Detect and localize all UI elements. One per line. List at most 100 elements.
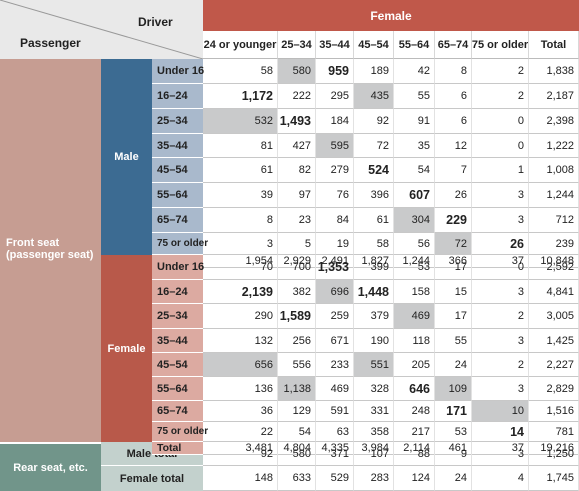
cell-female-6-25-34: 129 <box>278 401 316 422</box>
cell-female-7-35-44: 63 <box>316 422 354 442</box>
cell-female-3-total: 1,425 <box>529 329 579 353</box>
cell-male-3-75-or-older: 0 <box>472 134 529 158</box>
cell-female-6-55-64: 248 <box>394 401 435 422</box>
cell-male-7-total: 239 <box>529 233 579 255</box>
cell-female-7-24-or-younger: 22 <box>203 422 278 442</box>
cell-female-4-25-34: 556 <box>278 353 316 377</box>
cell-female-5-65-74: 109 <box>435 377 472 401</box>
cell-male-6-45-54: 61 <box>354 208 394 233</box>
cell-rear-0-35-44: 371 <box>316 442 354 466</box>
cell-female-7-45-54: 358 <box>354 422 394 442</box>
cell-female-2-24-or-younger: 290 <box>203 304 278 329</box>
cell-rear-0-24-or-younger: 92 <box>203 442 278 466</box>
cell-male-6-35-44: 84 <box>316 208 354 233</box>
cell-female-7-55-64: 217 <box>394 422 435 442</box>
cell-female-4-55-64: 205 <box>394 353 435 377</box>
cell-rear-0-75-or-older: 3 <box>472 442 529 466</box>
cell-male-2-75-or-older: 0 <box>472 109 529 134</box>
cell-female-5-55-64: 646 <box>394 377 435 401</box>
age-label-female-3: 35–44 <box>152 329 203 353</box>
cell-rear-0-45-54: 107 <box>354 442 394 466</box>
cell-female-6-total: 1,516 <box>529 401 579 422</box>
age-label-male-1: 16–24 <box>152 84 203 109</box>
cell-female-4-24-or-younger: 656 <box>203 353 278 377</box>
cell-male-1-65-74: 6 <box>435 84 472 109</box>
age-label-female-6: 65–74 <box>152 401 203 422</box>
cell-male-3-24-or-younger: 81 <box>203 134 278 158</box>
cell-female-1-25-34: 382 <box>278 280 316 304</box>
cell-male-1-35-44: 295 <box>316 84 354 109</box>
cell-male-6-55-64: 304 <box>394 208 435 233</box>
cell-female-5-35-44: 469 <box>316 377 354 401</box>
cell-male-0-total: 1,838 <box>529 59 579 84</box>
cell-female-7-25-34: 54 <box>278 422 316 442</box>
cell-male-7-24-or-younger: 3 <box>203 233 278 255</box>
cell-rear-1-45-54: 283 <box>354 466 394 491</box>
cell-male-1-24-or-younger: 1,172 <box>203 84 278 109</box>
cell-rear-1-35-44: 529 <box>316 466 354 491</box>
cell-female-2-45-54: 379 <box>354 304 394 329</box>
cell-female-6-65-74: 171 <box>435 401 472 422</box>
cell-female-4-35-44: 233 <box>316 353 354 377</box>
cell-male-0-55-64: 42 <box>394 59 435 84</box>
cell-male-4-25-34: 82 <box>278 158 316 183</box>
cell-male-0-45-54: 189 <box>354 59 394 84</box>
cell-female-3-45-54: 190 <box>354 329 394 353</box>
front-seat-group <box>0 59 101 442</box>
cell-male-2-25-34: 1,493 <box>278 109 316 134</box>
column-header-35-44: 35–44 <box>316 31 354 59</box>
age-label-female-7: 75 or older <box>152 422 208 442</box>
cell-female-3-24-or-younger: 132 <box>203 329 278 353</box>
cell-female-2-25-34: 1,589 <box>278 304 316 329</box>
column-header-65-74: 65–74 <box>435 31 472 59</box>
cell-female-4-65-74: 24 <box>435 353 472 377</box>
cell-rear-0-55-64: 88 <box>394 442 435 466</box>
cell-male-6-65-74: 229 <box>435 208 472 233</box>
cell-male-4-55-64: 54 <box>394 158 435 183</box>
cell-female-1-35-44: 696 <box>316 280 354 304</box>
cell-female-5-25-34: 1,138 <box>278 377 316 401</box>
cell-male-5-55-64: 607 <box>394 183 435 208</box>
age-label-male-7: 75 or older <box>152 233 208 255</box>
cell-male-1-75-or-older: 2 <box>472 84 529 109</box>
cell-male-5-25-34: 97 <box>278 183 316 208</box>
cell-male-0-24-or-younger: 58 <box>203 59 278 84</box>
cell-male-0-25-34: 580 <box>278 59 316 84</box>
cell-male-7-45-54: 58 <box>354 233 394 255</box>
cell-rear-0-total: 1,250 <box>529 442 579 466</box>
cell-male-4-75-or-older: 1 <box>472 158 529 183</box>
rear-female-total-label: Female total <box>101 466 203 491</box>
male-group: Male <box>101 59 152 255</box>
cell-male-5-75-or-older: 3 <box>472 183 529 208</box>
cell-female-1-24-or-younger: 2,139 <box>203 280 278 304</box>
cell-male-6-24-or-younger: 8 <box>203 208 278 233</box>
cell-male-3-total: 1,222 <box>529 134 579 158</box>
cell-male-0-65-74: 8 <box>435 59 472 84</box>
age-label-male-4: 45–54 <box>152 158 203 183</box>
cell-female-2-55-64: 469 <box>394 304 435 329</box>
age-label-female-2: 25–34 <box>152 304 203 329</box>
cell-male-7-35-44: 19 <box>316 233 354 255</box>
cell-male-5-45-54: 396 <box>354 183 394 208</box>
cell-rear-1-24-or-younger: 148 <box>203 466 278 491</box>
cell-male-6-25-34: 23 <box>278 208 316 233</box>
cell-male-3-25-34: 427 <box>278 134 316 158</box>
cell-rear-0-25-34: 580 <box>278 442 316 466</box>
cell-female-4-total: 2,227 <box>529 353 579 377</box>
column-header-25-34: 25–34 <box>278 31 316 59</box>
cell-male-4-65-74: 7 <box>435 158 472 183</box>
cell-female-2-75-or-older: 2 <box>472 304 529 329</box>
cell-female-3-65-74: 55 <box>435 329 472 353</box>
cell-male-0-35-44: 959 <box>316 59 354 84</box>
cell-female-7-75-or-older: 14 <box>472 422 529 442</box>
cell-male-2-35-44: 184 <box>316 109 354 134</box>
cell-male-1-55-64: 55 <box>394 84 435 109</box>
cell-male-2-55-64: 91 <box>394 109 435 134</box>
cell-male-2-65-74: 6 <box>435 109 472 134</box>
front-seat-label: Front seat (passenger seat) <box>6 237 94 261</box>
column-header-75-or-older: 75 or older <box>472 31 529 59</box>
age-label-female-4: 45–54 <box>152 353 203 377</box>
cell-female-5-45-54: 328 <box>354 377 394 401</box>
cell-male-3-35-44: 595 <box>316 134 354 158</box>
